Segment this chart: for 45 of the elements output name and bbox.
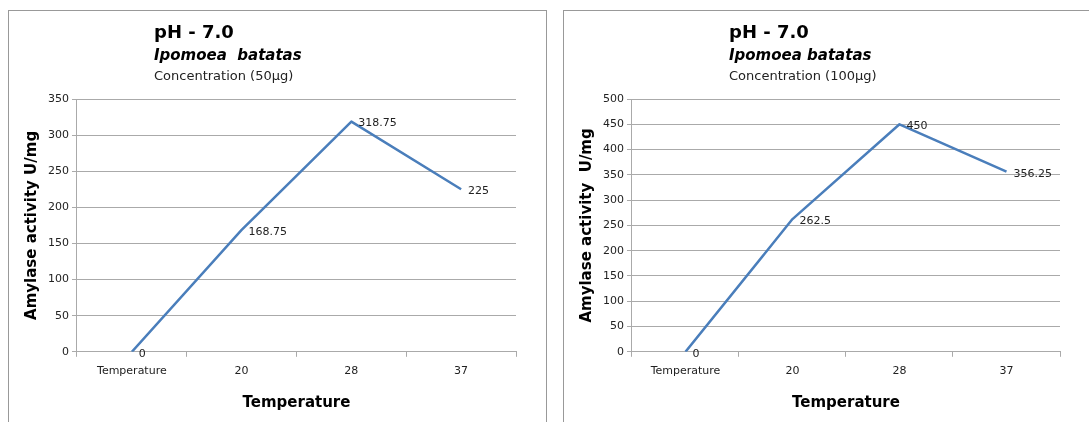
y-tick-label: 350 <box>603 167 624 181</box>
y-tick-label: 300 <box>48 127 69 141</box>
y-tick-label: 200 <box>603 243 624 257</box>
y-tick-label: 50 <box>55 308 69 322</box>
y-tick-label: 300 <box>603 192 624 206</box>
data-label: 0 <box>138 346 146 360</box>
data-label: 0 <box>692 346 700 360</box>
x-axis-title: Temperature <box>242 392 351 411</box>
y-axis-title: Amylase activity U/mg <box>21 130 40 320</box>
data-label: 262.5 <box>799 213 831 227</box>
y-tick-label: 350 <box>48 91 69 105</box>
y-tick-label: 250 <box>603 218 624 232</box>
data-label: 318.75 <box>358 116 397 130</box>
text: Concentration (50µg) <box>154 68 295 83</box>
data-label: 225 <box>468 184 490 198</box>
x-axis-title: Temperature <box>792 392 900 411</box>
y-tick-label: 100 <box>48 272 69 286</box>
data-label: 450 <box>906 119 928 133</box>
x-tick-label: 28 <box>344 364 359 378</box>
x-tick-label: 37 <box>999 364 1014 378</box>
y-tick-label: 150 <box>603 268 624 282</box>
chart-title: pH - 7.0 <box>154 21 235 42</box>
y-tick-label: 400 <box>603 142 624 156</box>
x-tick-label: Temperature <box>649 364 721 378</box>
x-tick-label: Temperature <box>96 364 167 378</box>
y-tick-label: 100 <box>603 294 624 308</box>
y-tick-label: 500 <box>603 91 624 105</box>
text: Concentration (100µg) <box>729 68 877 83</box>
y-tick-label: 0 <box>617 344 624 358</box>
y-tick-label: 50 <box>610 319 624 333</box>
y-axis-title: Amylase activity U/mg <box>576 128 595 323</box>
x-tick-label: 37 <box>454 364 469 378</box>
chart-title: pH - 7.0 <box>729 21 810 42</box>
y-tick-label: 0 <box>62 344 69 358</box>
y-tick-label: 150 <box>48 236 69 250</box>
data-label: 168.75 <box>248 224 288 238</box>
y-tick-label: 200 <box>48 200 69 214</box>
x-tick-label: 20 <box>234 364 249 378</box>
x-tick-label: 20 <box>785 364 800 378</box>
data-label: 356.25 <box>1013 166 1052 180</box>
x-tick-label: 28 <box>892 364 907 378</box>
chart-subtitle: Ipomoea batatas <box>729 46 873 64</box>
y-tick-label: 450 <box>603 117 624 131</box>
chart-subtitle: Ipomoea batatas <box>154 46 302 64</box>
y-tick-label: 250 <box>48 164 69 178</box>
